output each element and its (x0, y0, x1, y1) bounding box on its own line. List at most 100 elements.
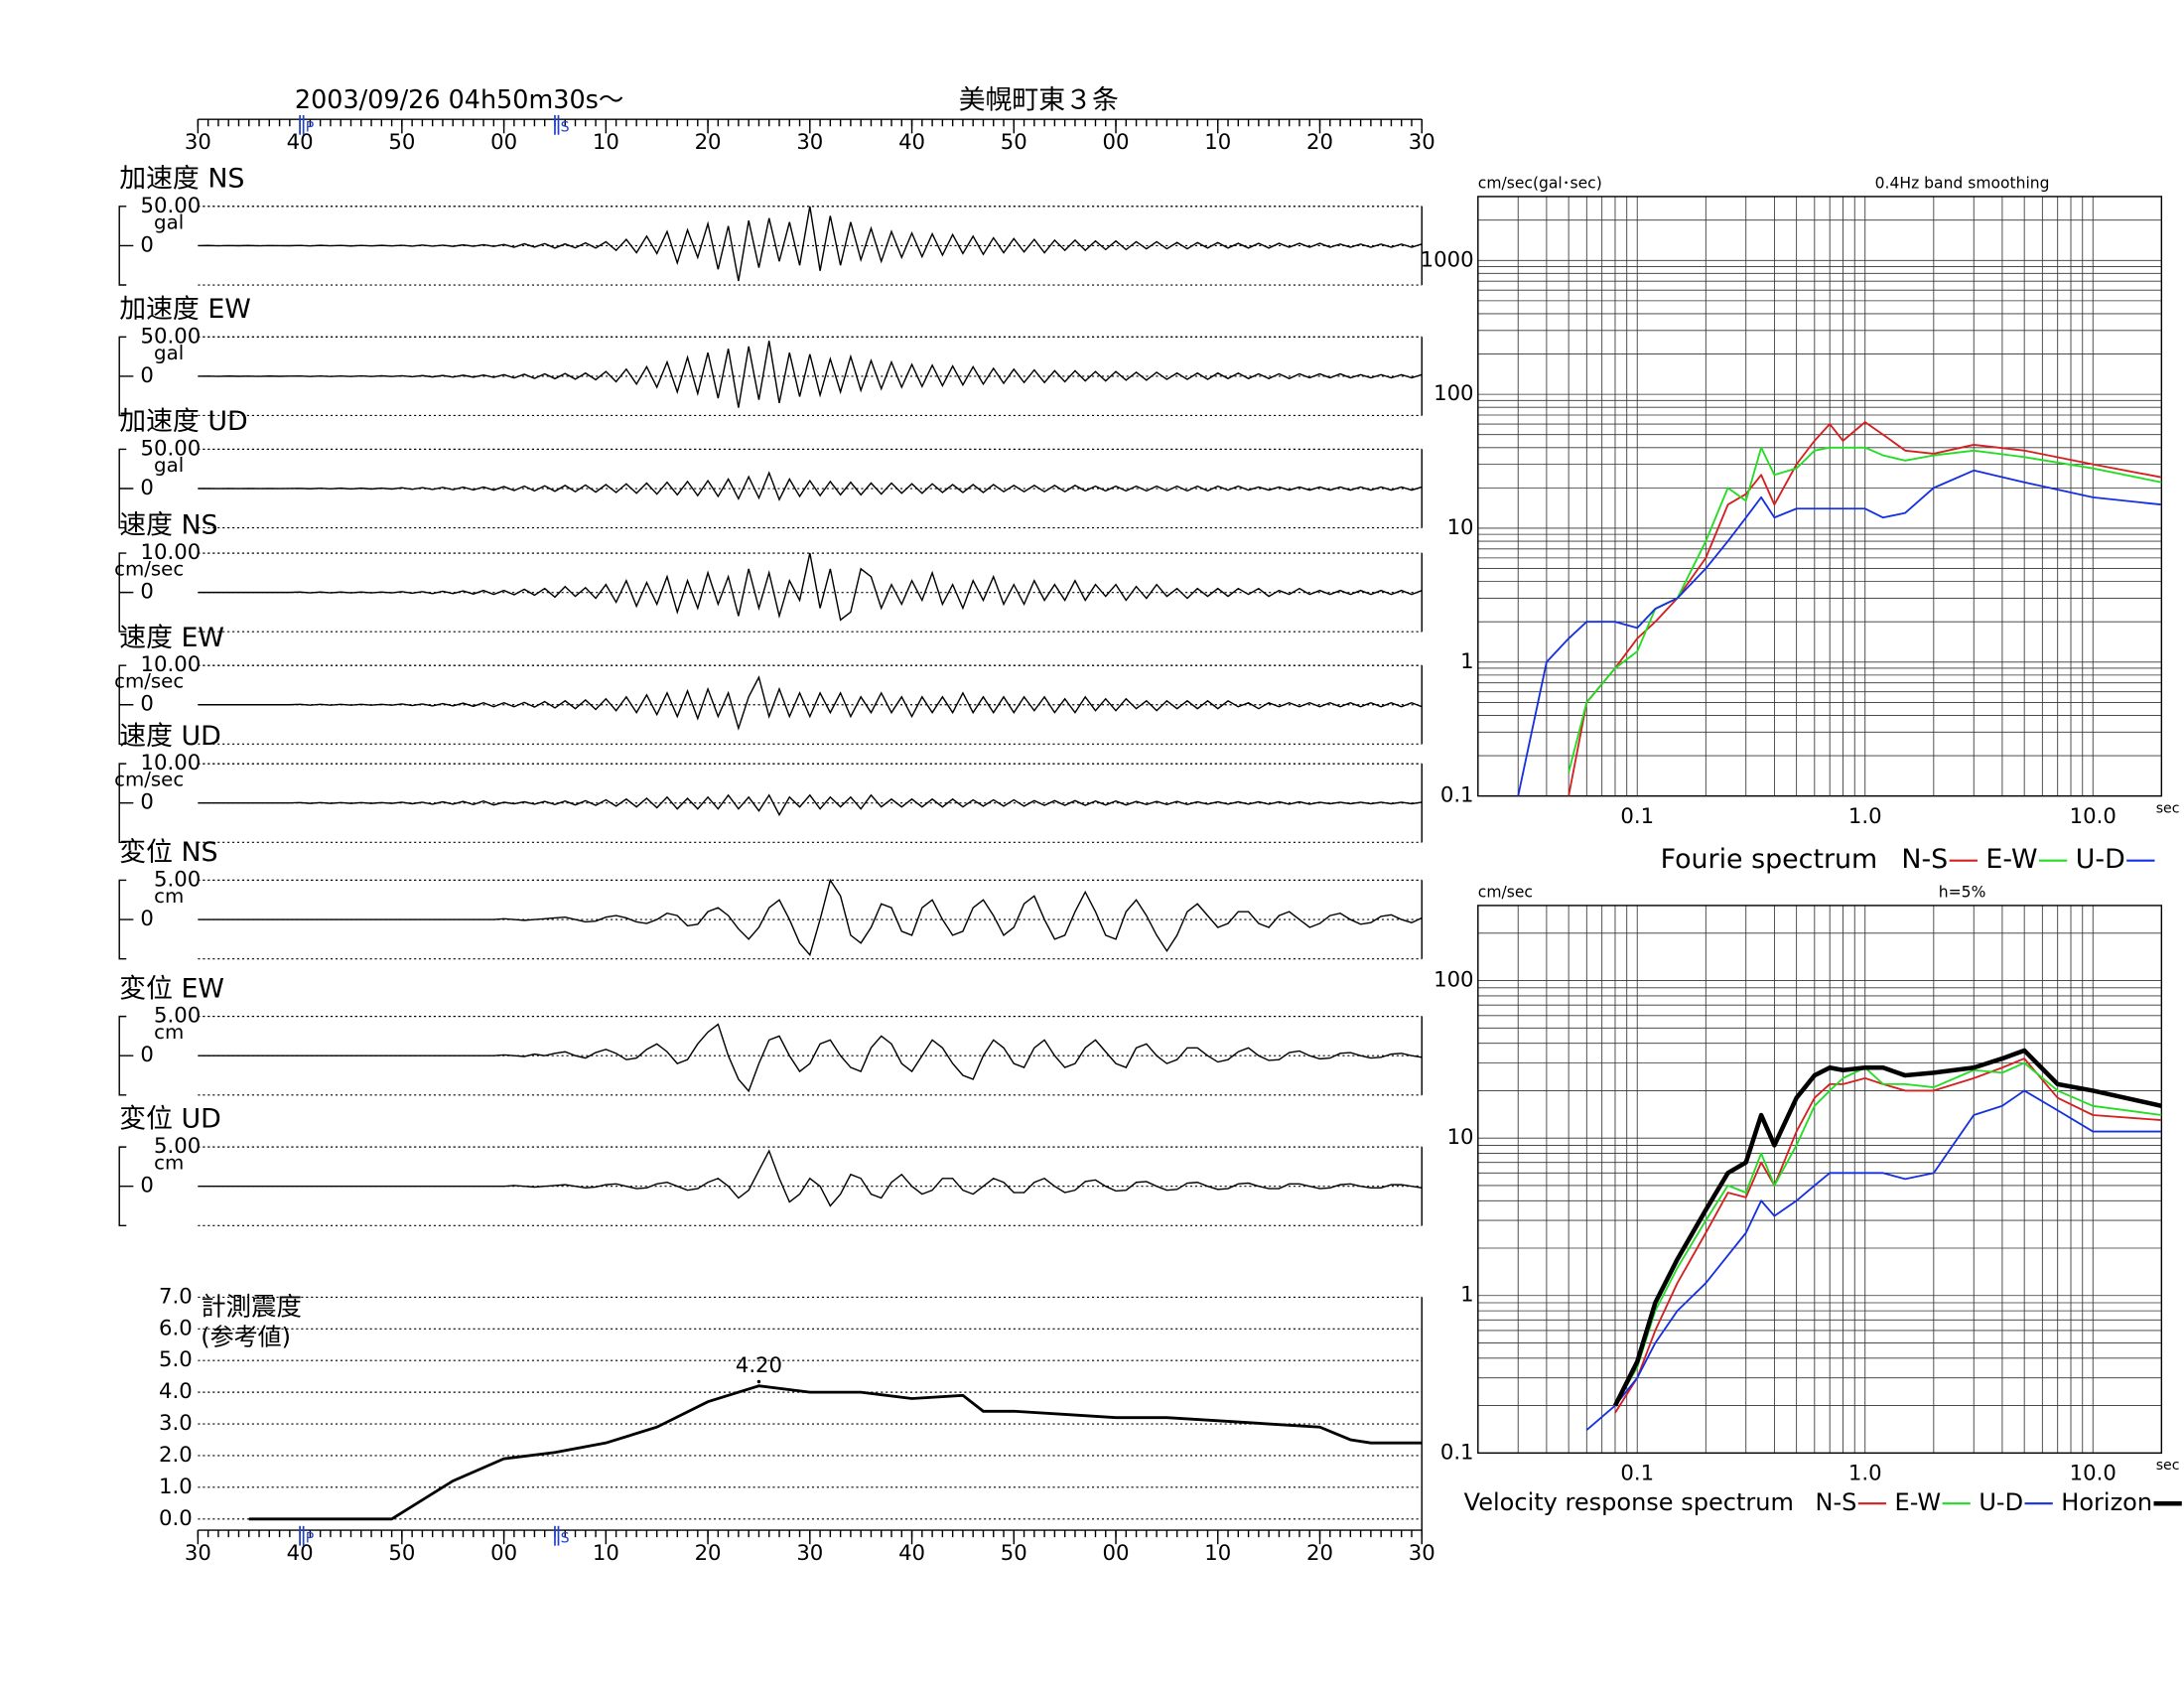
x-tick-label: 30 (796, 129, 823, 154)
x-tick-label: 30 (185, 1540, 211, 1565)
panel-bracket (118, 879, 134, 960)
x-tick-label: 50 (388, 1540, 415, 1565)
legend-label: N-S (1816, 1488, 1857, 1516)
waveform (198, 793, 1423, 817)
y-tick-label: 0 (140, 906, 153, 930)
annotation: 0.4Hz band smoothing (1875, 175, 2050, 193)
y-tick-label: 5.00 (154, 1003, 201, 1028)
waveform (198, 675, 1423, 731)
y-tick-label: 10.00 (141, 750, 202, 774)
trace-unit: cm/sec (114, 769, 184, 791)
y-tick-label: 0 (140, 231, 153, 256)
trace-unit: cm (154, 1152, 184, 1175)
series-line (1568, 446, 2162, 774)
trace-unit: gal (154, 211, 184, 233)
phase-label: P (306, 1531, 315, 1547)
x-tick-label: 50 (388, 129, 415, 154)
series-line (1568, 421, 2162, 796)
x-tick-label: 00 (1103, 1540, 1130, 1565)
annotation: h=5% (1939, 884, 1986, 902)
phase-label: P (306, 120, 315, 136)
y-tick-label: 0 (140, 579, 153, 604)
y-tick-label: 1 (1460, 1282, 1473, 1307)
x-unit: sec (2156, 1458, 2180, 1474)
x-tick-label: 10 (1204, 129, 1231, 154)
series-group (1517, 421, 2162, 796)
legend-label: U-D (2076, 844, 2125, 875)
y-axis-label: cm/sec (1478, 884, 1533, 902)
trace-unit: cm (154, 885, 184, 908)
y-tick-label: 100 (1433, 967, 1473, 992)
series-line (1614, 1057, 2162, 1414)
legend-label: U-D (1979, 1488, 2023, 1516)
y-tick-label: 1 (1460, 648, 1473, 673)
y-tick-label: 5.00 (154, 866, 201, 891)
trace-unit: gal (154, 454, 184, 477)
x-tick-label: 30 (1409, 1540, 1435, 1565)
x-tick-label: 0.1 (1620, 1461, 1654, 1485)
y-tick-label: 0 (140, 789, 153, 814)
trace-unit: cm/sec (114, 670, 184, 693)
y-tick-label: 0 (140, 475, 153, 499)
series-line (1612, 1048, 2162, 1407)
x-tick-label: 20 (695, 129, 722, 154)
waveform (198, 552, 1423, 622)
y-tick-label: 1.0 (159, 1474, 193, 1498)
value-label: 4.20 (736, 1352, 782, 1377)
y-tick-label: 5.00 (154, 1133, 201, 1158)
y-axis-label: cm/sec(gal･sec) (1478, 175, 1602, 193)
x-tick-label: 20 (1306, 129, 1333, 154)
peak-dot (756, 1379, 761, 1384)
trace-unit: gal (154, 342, 184, 364)
panel-bracket (118, 448, 134, 529)
x-tick-label: 00 (1103, 129, 1130, 154)
trace-name: 変位 UD (119, 1104, 221, 1135)
trace-name: 変位 EW (119, 973, 224, 1004)
x-tick-label: 20 (695, 1540, 722, 1565)
waveform (198, 1023, 1423, 1093)
x-tick-label: 30 (1409, 129, 1435, 154)
legend-label: E-W (1895, 1488, 1942, 1516)
trace-unit: cm/sec (114, 558, 184, 581)
y-tick-label: 0.1 (1440, 1439, 1474, 1464)
panel-bracket (118, 552, 134, 633)
station: 美幌町東３条 (959, 84, 1119, 115)
series-group (1585, 1048, 2162, 1431)
intensity-line (248, 1384, 1423, 1521)
waveform (198, 341, 1423, 408)
y-tick-label: 0 (140, 362, 153, 387)
y-tick-label: 5.0 (159, 1346, 193, 1371)
panel-bracket (118, 1146, 134, 1226)
y-tick-label: 0 (140, 691, 153, 716)
x-tick-label: 20 (1306, 1540, 1333, 1565)
x-tick-label: 1.0 (1848, 1461, 1882, 1485)
x-tick-label: 50 (1001, 1540, 1027, 1565)
waveform (198, 206, 1423, 282)
x-tick-label: 40 (898, 129, 925, 154)
y-tick-label: 50.00 (141, 435, 202, 460)
panel-bracket (118, 664, 134, 746)
y-tick-label: 0 (140, 1042, 153, 1066)
series-line (1517, 469, 2162, 796)
title: 2003/09/26 04h50m30s〜 (295, 84, 623, 114)
x-tick-label: 40 (898, 1540, 925, 1565)
y-tick-label: 50.00 (141, 193, 202, 217)
trace-name: 加速度 NS (119, 163, 244, 194)
x-tick-label: 1.0 (1848, 803, 1882, 828)
x-unit: sec (2156, 800, 2180, 816)
y-tick-label: 0.0 (159, 1505, 193, 1530)
series-line (1614, 1061, 2162, 1407)
y-tick-label: 1000 (1421, 246, 1474, 271)
y-tick-label: 2.0 (159, 1442, 193, 1467)
waveform (198, 1149, 1423, 1207)
y-tick-label: 10.00 (141, 651, 202, 676)
trace-name: 速度 EW (119, 623, 224, 653)
x-tick-label: 30 (185, 129, 211, 154)
x-tick-label: 50 (1001, 129, 1027, 154)
x-tick-label: 0.1 (1620, 803, 1654, 828)
legend-title: Fourie spectrum (1661, 844, 1878, 875)
legend-label: Horizon (2061, 1488, 2152, 1516)
x-tick-label: 10.0 (2070, 1461, 2116, 1485)
legend-title: Velocity response spectrum (1464, 1488, 1794, 1516)
